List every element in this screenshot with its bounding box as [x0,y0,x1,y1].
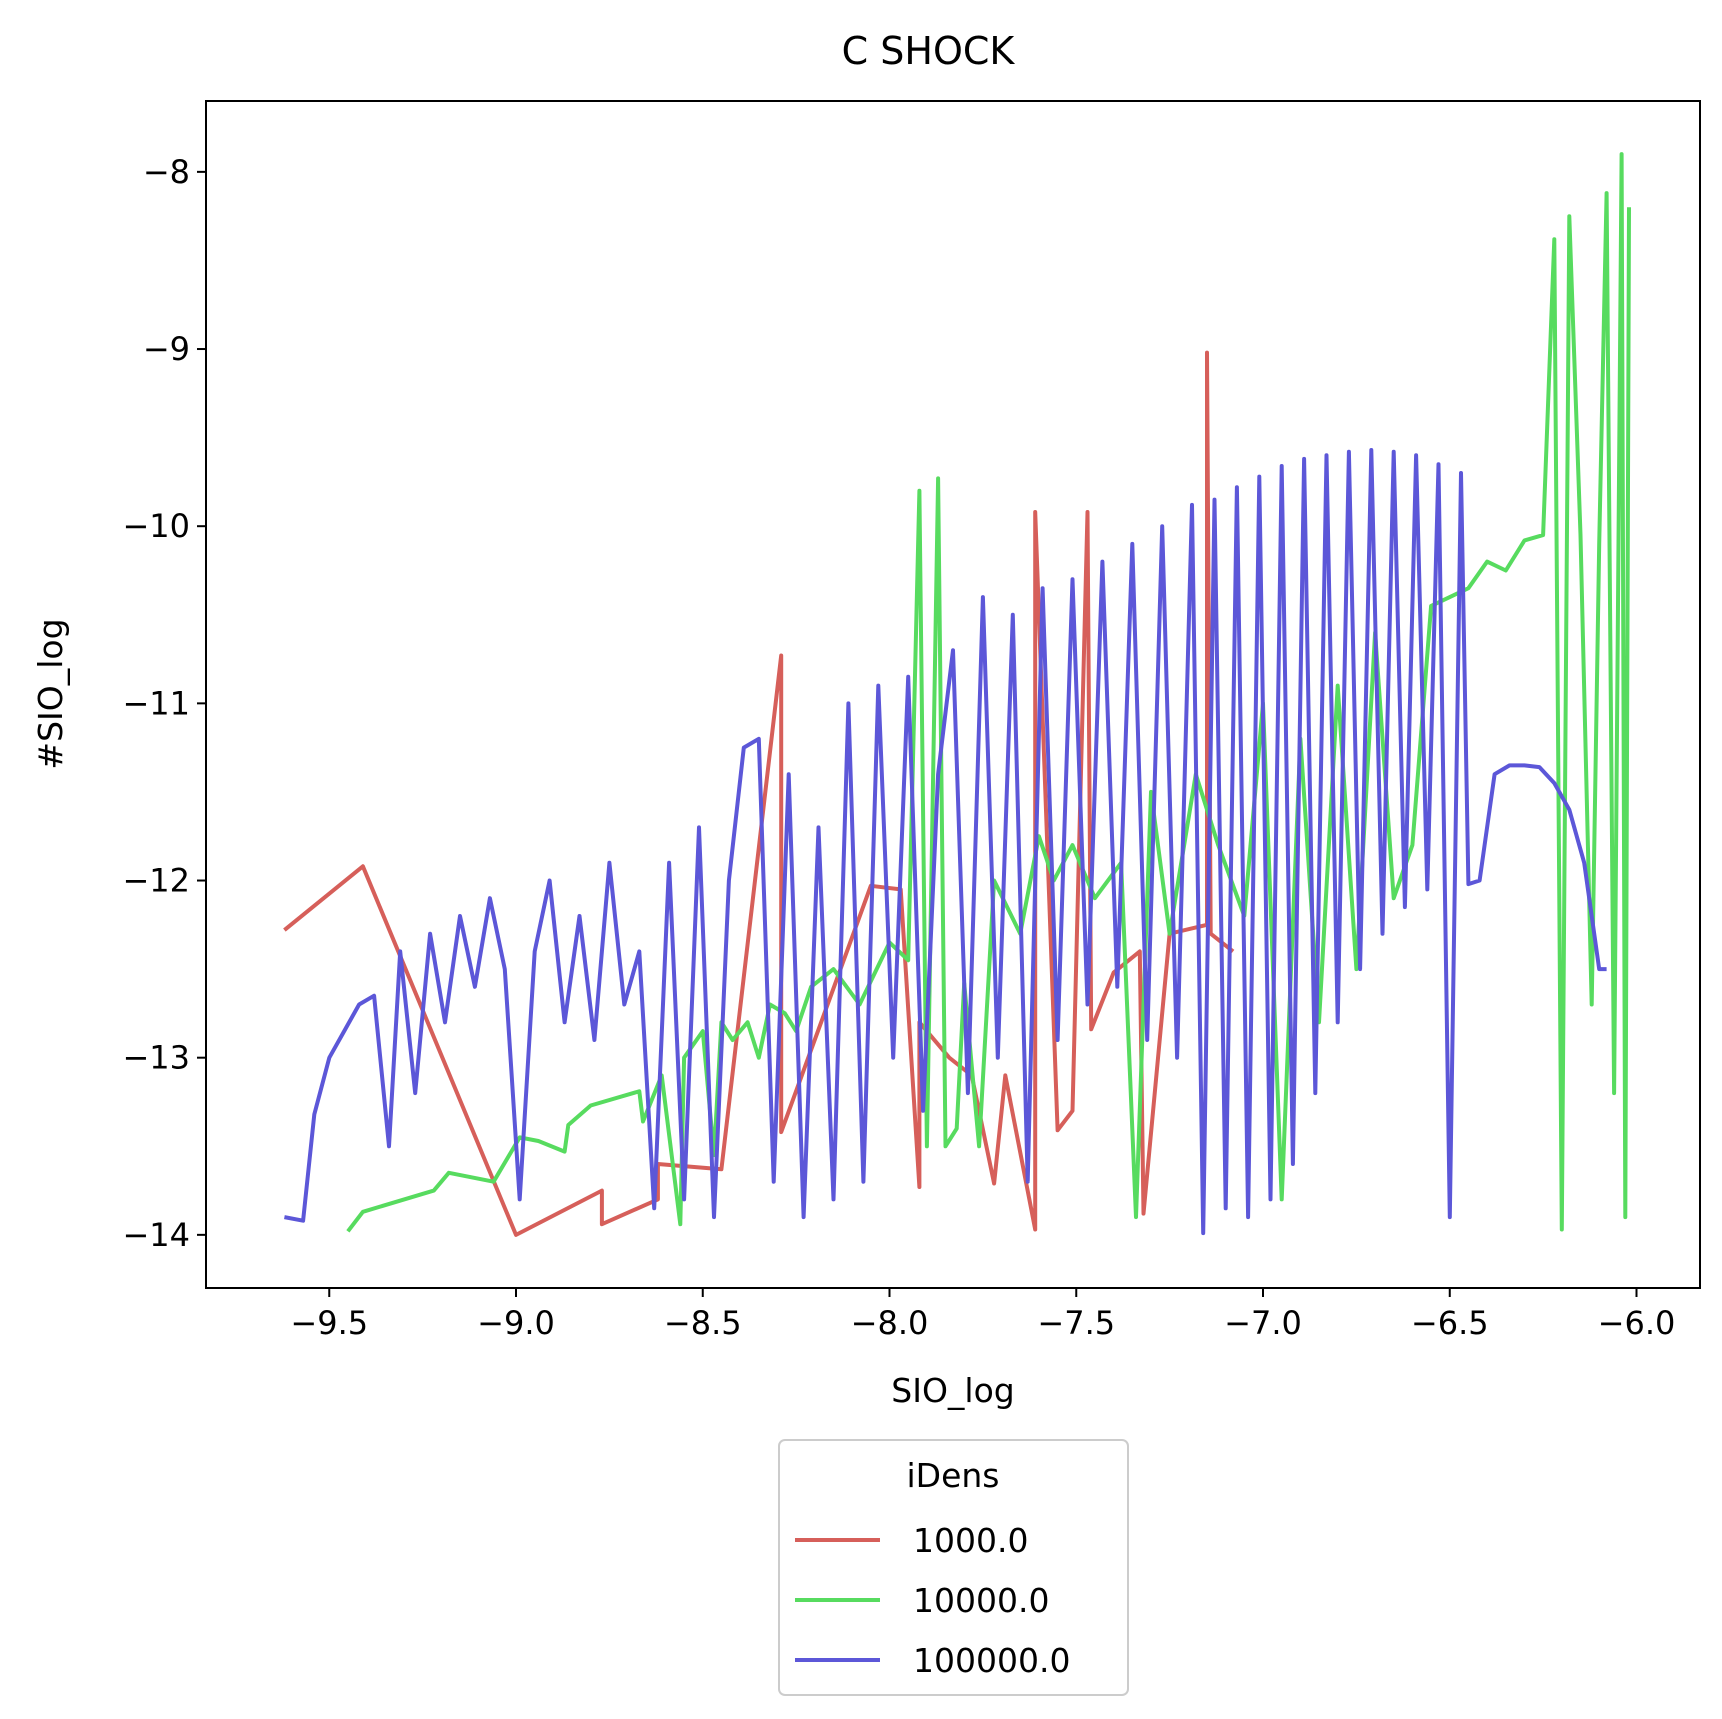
legend-title: iDens [907,1456,1000,1495]
x-tick-label: −9.5 [290,1304,368,1342]
x-axis-label: SIO_log [891,1371,1014,1410]
plot-frame [205,100,1701,1289]
x-axis-ticks: −9.5 −9.0 −8.5 −8.0 −7.5 −7.0 −6.5 −6.0 [290,1288,1675,1342]
x-tick-label: −8.0 [851,1304,929,1342]
y-tick-label: −10 [122,507,190,545]
series-line-1 [346,152,1631,1233]
series-line-0 [283,350,1235,1237]
y-tick-label: −12 [122,862,190,900]
x-tick-label: −6.5 [1411,1304,1489,1342]
legend-frame [778,1439,1129,1696]
y-tick-label: −8 [143,153,190,191]
legend: iDens 1000.0 10000.0 100000.0 [778,1439,1129,1696]
y-tick-label: −14 [122,1216,190,1254]
x-tick-label: −9.0 [477,1304,555,1342]
x-tick-label: −6.0 [1598,1304,1676,1342]
legend-label-0: 1000.0 [913,1521,1028,1560]
y-axis-label: #SIO_log [31,618,70,769]
legend-entries: 1000.0 10000.0 100000.0 [795,1521,1070,1680]
y-tick-label: −11 [122,684,190,722]
x-tick-label: −7.0 [1224,1304,1302,1342]
y-axis-ticks: −14 −13 −12 −11 −10 −9 −8 [122,153,206,1254]
y-tick-label: −13 [122,1039,190,1077]
legend-label-1: 10000.0 [913,1581,1049,1620]
series-line-2 [284,448,1607,1236]
x-tick-label: −8.5 [664,1304,742,1342]
legend-label-2: 100000.0 [913,1641,1070,1680]
chart-title: C SHOCK [842,29,1016,73]
x-tick-label: −7.5 [1037,1304,1115,1342]
y-tick-label: −9 [143,330,190,368]
series-layer [283,152,1631,1237]
